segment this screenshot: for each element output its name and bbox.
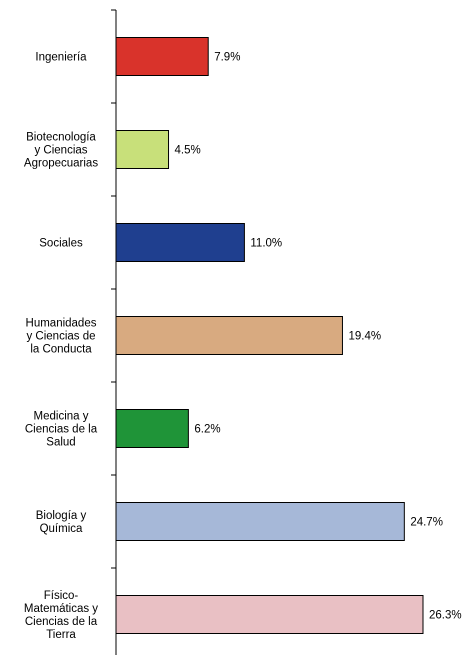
category-label-line: Ciencias de la bbox=[25, 616, 98, 628]
category-label-line: Tierra bbox=[46, 629, 76, 641]
category-label-line: Medicina y bbox=[34, 411, 89, 423]
bar-value-label: 4.5% bbox=[175, 145, 201, 157]
category-label-line: la Conducta bbox=[30, 344, 92, 356]
category-label: Ingeniería bbox=[35, 52, 87, 64]
bar-value-label: 26.3% bbox=[429, 610, 462, 622]
category-label-line: Salud bbox=[46, 437, 75, 449]
bar-value-label: 6.2% bbox=[194, 424, 220, 436]
category-label-line: Agropecuarias bbox=[24, 158, 98, 170]
category-label-line: Biotecnología bbox=[26, 132, 96, 144]
category-label-line: y Ciencias bbox=[34, 145, 87, 157]
category-label-line: Sociales bbox=[39, 238, 83, 250]
bars-group bbox=[115, 37, 424, 634]
bar bbox=[115, 223, 245, 262]
bar bbox=[115, 316, 343, 355]
bar bbox=[115, 502, 405, 541]
category-label: Físico-Matemáticas y Ciencias de la Tierra bbox=[24, 590, 98, 641]
bar-value-label: 24.7% bbox=[410, 517, 443, 529]
category-label: Biotecnología y Ciencias Agropecuarias bbox=[24, 132, 98, 170]
category-label: Medicina y Ciencias de la Salud bbox=[25, 411, 98, 449]
bar bbox=[115, 37, 209, 76]
bar bbox=[115, 409, 189, 448]
category-label: Sociales bbox=[39, 238, 83, 250]
category-label-line: Físico- bbox=[44, 590, 79, 602]
bar-value-label: 7.9% bbox=[214, 52, 240, 64]
y-axis-ticks bbox=[111, 9, 116, 569]
bar bbox=[115, 595, 424, 634]
category-label: Biología y Química bbox=[36, 510, 87, 535]
bar bbox=[115, 130, 170, 169]
category-label-line: Biología y bbox=[36, 510, 87, 522]
bar-value-label: 19.4% bbox=[348, 331, 381, 343]
category-label: Humanidades y Ciencias de la Conducta bbox=[26, 318, 97, 356]
category-label-line: Química bbox=[40, 523, 83, 535]
category-label-line: Humanidades bbox=[26, 318, 97, 330]
bar-value-label: 11.0% bbox=[250, 238, 282, 250]
category-label-line: Matemáticas y bbox=[24, 603, 98, 615]
category-label-line: Ingeniería bbox=[35, 52, 87, 64]
category-label-line: y Ciencias de bbox=[26, 331, 95, 343]
category-label-line: Ciencias de la bbox=[25, 424, 98, 436]
